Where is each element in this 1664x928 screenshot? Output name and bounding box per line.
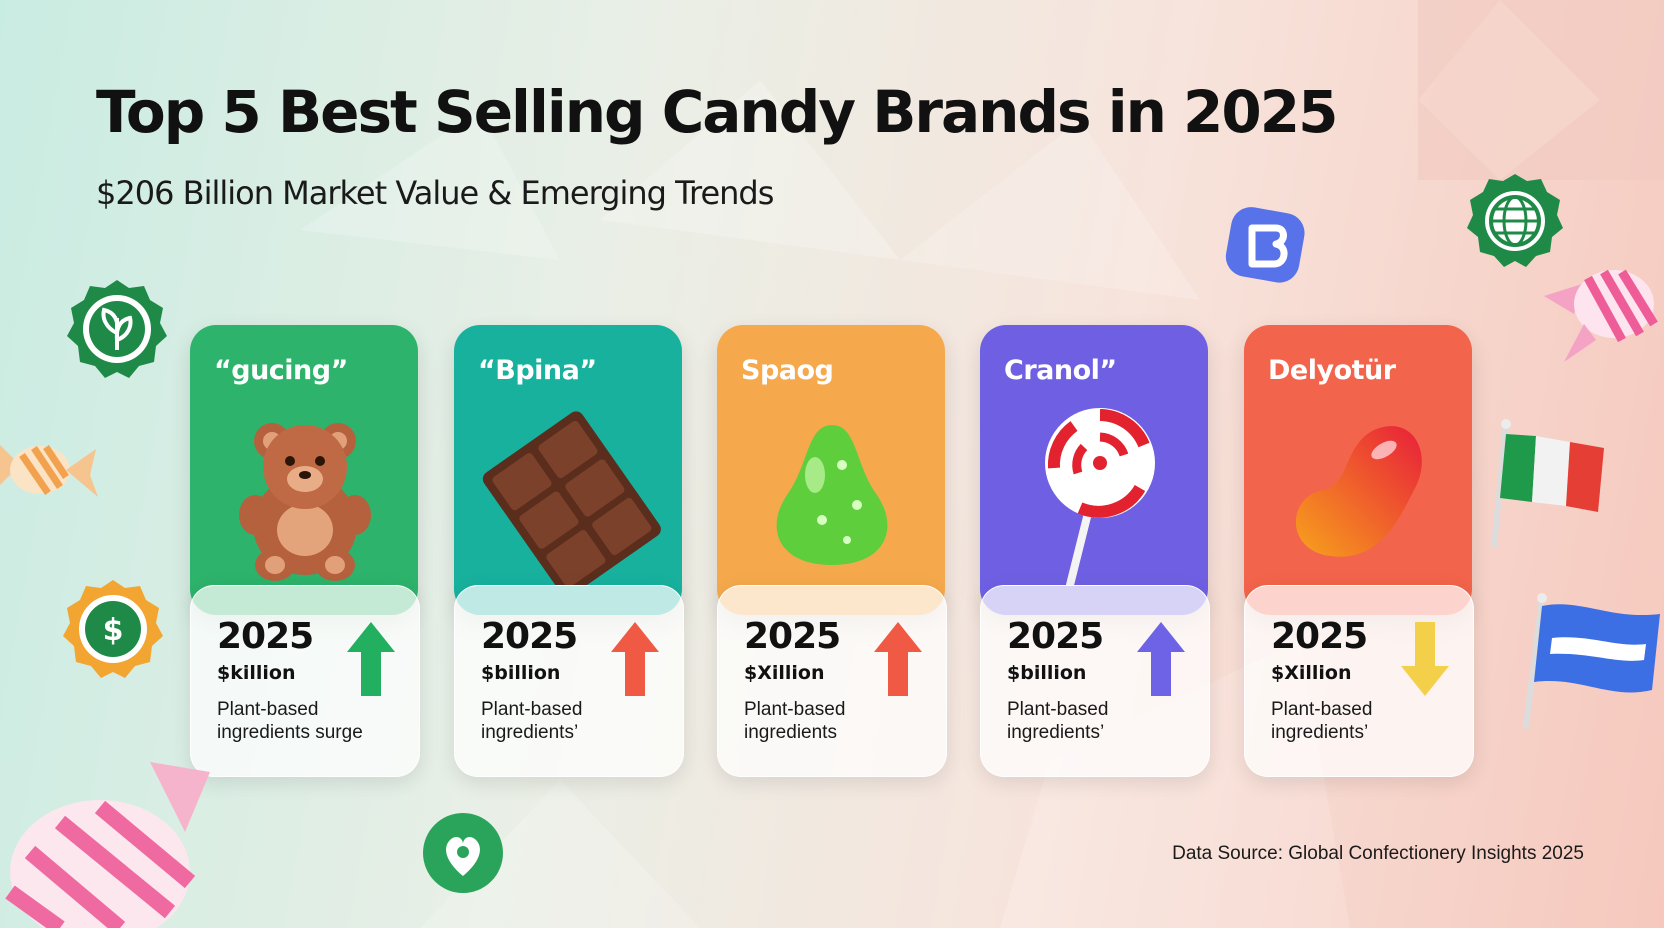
svg-text:$: $	[103, 613, 124, 648]
brand-card-header: Delyotür	[1244, 325, 1472, 615]
brand-stats-panel: 2025 $Xillion Plant-based ingredients’	[1244, 585, 1474, 777]
brand-name: Spaog	[741, 355, 834, 386]
trend-up-icon	[874, 622, 922, 696]
lollipop-icon	[1045, 408, 1155, 585]
green-gumdrop-icon	[776, 425, 888, 565]
italy-flag-icon	[1491, 419, 1604, 548]
brand-name: “Bpina”	[478, 355, 597, 386]
brand-name: Cranol”	[1004, 355, 1117, 386]
blue-flag-icon	[1523, 593, 1660, 729]
leaf-badge-icon	[67, 280, 167, 378]
page-subtitle: $206 Billion Market Value & Emerging Tre…	[96, 174, 774, 212]
stat-note: Plant-based ingredients’	[1007, 699, 1109, 743]
stat-note: Plant-based ingredients	[744, 699, 846, 743]
brand-stats-panel: 2025 $killion Plant-based ingredients su…	[190, 585, 420, 777]
trend-up-icon	[347, 622, 395, 696]
teddy-bear-gummy-icon	[239, 423, 371, 581]
dollar-leaf-badge-icon: $	[63, 580, 163, 678]
stat-year: 2025	[1007, 616, 1104, 657]
brand-card-header: Spaog	[717, 325, 945, 615]
heart-leaf-icon	[423, 813, 503, 893]
brand-card-header: Cranol”	[980, 325, 1208, 615]
page-title: Top 5 Best Selling Candy Brands in 2025	[96, 78, 1338, 146]
data-source-note: Data Source: Global Confectionery Insigh…	[1172, 843, 1584, 864]
brand-name: “gucing”	[214, 355, 348, 386]
stat-note: Plant-based ingredients’	[1271, 699, 1373, 743]
chocolate-bar-icon	[482, 411, 661, 585]
striped-candy-icon	[1544, 269, 1658, 362]
trend-up-icon	[1137, 622, 1185, 696]
stat-note: Plant-based ingredients surge	[217, 699, 363, 743]
brand-stats-panel: 2025 $Xillion Plant-based ingredients	[717, 585, 947, 777]
trend-down-icon	[1401, 622, 1449, 696]
jelly-bean-icon	[1295, 426, 1422, 557]
striped-candy-icon	[5, 762, 210, 928]
stat-year: 2025	[1271, 616, 1368, 657]
stat-value: $Xillion	[744, 662, 825, 684]
striped-candy-icon	[0, 445, 98, 497]
stat-note: Plant-based ingredients’	[481, 699, 583, 743]
b-app-icon	[1225, 207, 1305, 283]
stat-year: 2025	[481, 616, 578, 657]
stat-year: 2025	[744, 616, 841, 657]
stat-year: 2025	[217, 616, 314, 657]
stat-value: $billion	[481, 662, 561, 684]
brand-name: Delyotür	[1268, 355, 1396, 386]
brand-stats-panel: 2025 $billion Plant-based ingredients’	[454, 585, 684, 777]
brand-card-header: “gucing”	[190, 325, 418, 615]
globe-badge-icon	[1467, 174, 1563, 267]
stat-value: $billion	[1007, 662, 1087, 684]
stat-value: $Xillion	[1271, 662, 1352, 684]
brand-card-header: “Bpina”	[454, 325, 682, 615]
brand-stats-panel: 2025 $billion Plant-based ingredients’	[980, 585, 1210, 777]
trend-up-icon	[611, 622, 659, 696]
stat-value: $killion	[217, 662, 296, 684]
